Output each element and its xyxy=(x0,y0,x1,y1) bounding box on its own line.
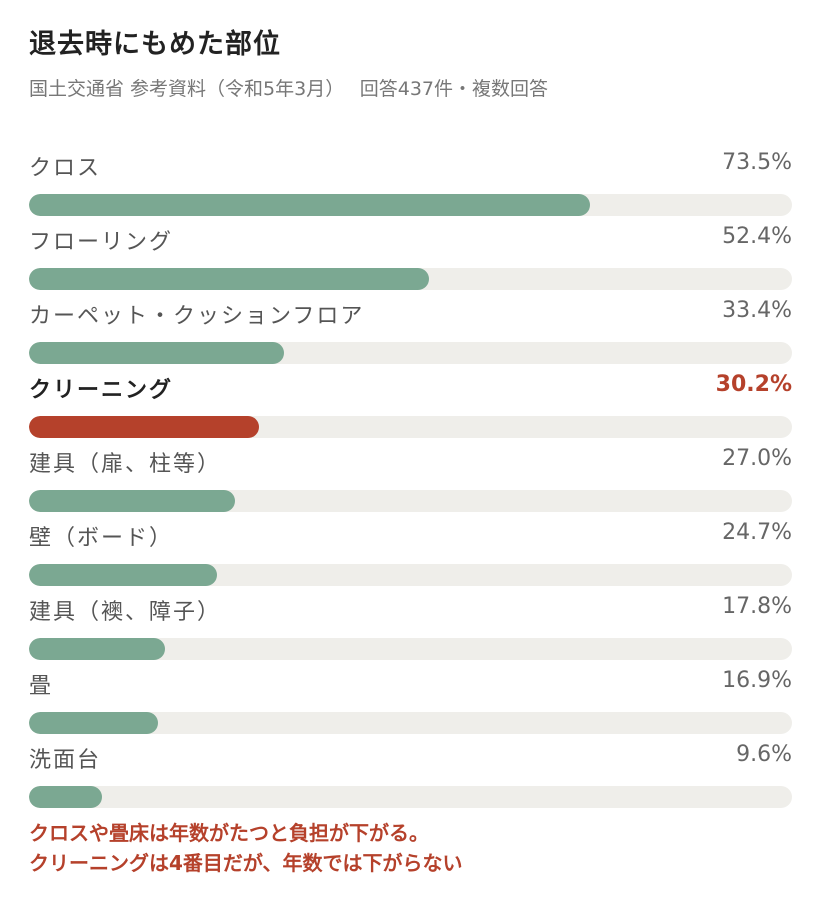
bar xyxy=(29,564,217,586)
annotation-note: クロスや畳床は年数がたつと負担が下がる。 クリーニングは4番目だが、年数では下が… xyxy=(29,818,463,878)
category-label: フローリング xyxy=(29,230,174,255)
bar xyxy=(29,416,259,438)
category-label: クリーニング xyxy=(29,378,174,403)
category-label: 建具（襖、障子） xyxy=(29,600,222,625)
category-label: クロス xyxy=(29,156,102,181)
category-label: 建具（扉、柱等） xyxy=(29,452,222,477)
bar-row: フローリング 52.4% xyxy=(29,224,792,294)
bar-track xyxy=(29,416,792,438)
bar-track xyxy=(29,786,792,808)
bar-row: 建具（襖、障子） 17.8% xyxy=(29,594,792,664)
bar-track xyxy=(29,194,792,216)
bar xyxy=(29,638,165,660)
value-label: 27.0% xyxy=(722,446,792,471)
value-label: 52.4% xyxy=(722,224,792,249)
bar xyxy=(29,490,235,512)
note-line-1: クロスや畳床は年数がたつと負担が下がる。 xyxy=(29,821,429,845)
category-label: 洗面台 xyxy=(29,748,102,773)
bar-row: 建具（扉、柱等） 27.0% xyxy=(29,446,792,516)
bar xyxy=(29,712,158,734)
value-label: 33.4% xyxy=(722,298,792,323)
value-label: 24.7% xyxy=(722,520,792,545)
bar-track xyxy=(29,564,792,586)
bar-row: クリーニング 30.2% xyxy=(29,372,792,442)
bar-track xyxy=(29,638,792,660)
chart-title: 退去時にもめた部位 xyxy=(29,29,281,60)
chart-subtitle: 国土交通省 参考資料（令和5年3月） 回答437件・複数回答 xyxy=(29,78,549,100)
bar-row: 畳 16.9% xyxy=(29,668,792,738)
bar-track xyxy=(29,268,792,290)
note-line-2: クリーニングは4番目だが、年数では下がらない xyxy=(29,851,463,875)
category-label: 壁（ボード） xyxy=(29,526,174,551)
bar-row: 洗面台 9.6% xyxy=(29,742,792,812)
value-label: 9.6% xyxy=(736,742,792,767)
bar xyxy=(29,194,590,216)
bar-track xyxy=(29,490,792,512)
category-label: カーペット・クッションフロア xyxy=(29,304,365,329)
bar xyxy=(29,342,284,364)
bar-row: カーペット・クッションフロア 33.4% xyxy=(29,298,792,368)
bar-row: クロス 73.5% xyxy=(29,150,792,220)
bar-row: 壁（ボード） 24.7% xyxy=(29,520,792,590)
bar-track xyxy=(29,712,792,734)
bar-track xyxy=(29,342,792,364)
value-label: 16.9% xyxy=(722,668,792,693)
value-label: 30.2% xyxy=(715,372,792,397)
bar xyxy=(29,786,102,808)
bar xyxy=(29,268,429,290)
value-label: 73.5% xyxy=(722,150,792,175)
value-label: 17.8% xyxy=(722,594,792,619)
category-label: 畳 xyxy=(29,674,54,699)
